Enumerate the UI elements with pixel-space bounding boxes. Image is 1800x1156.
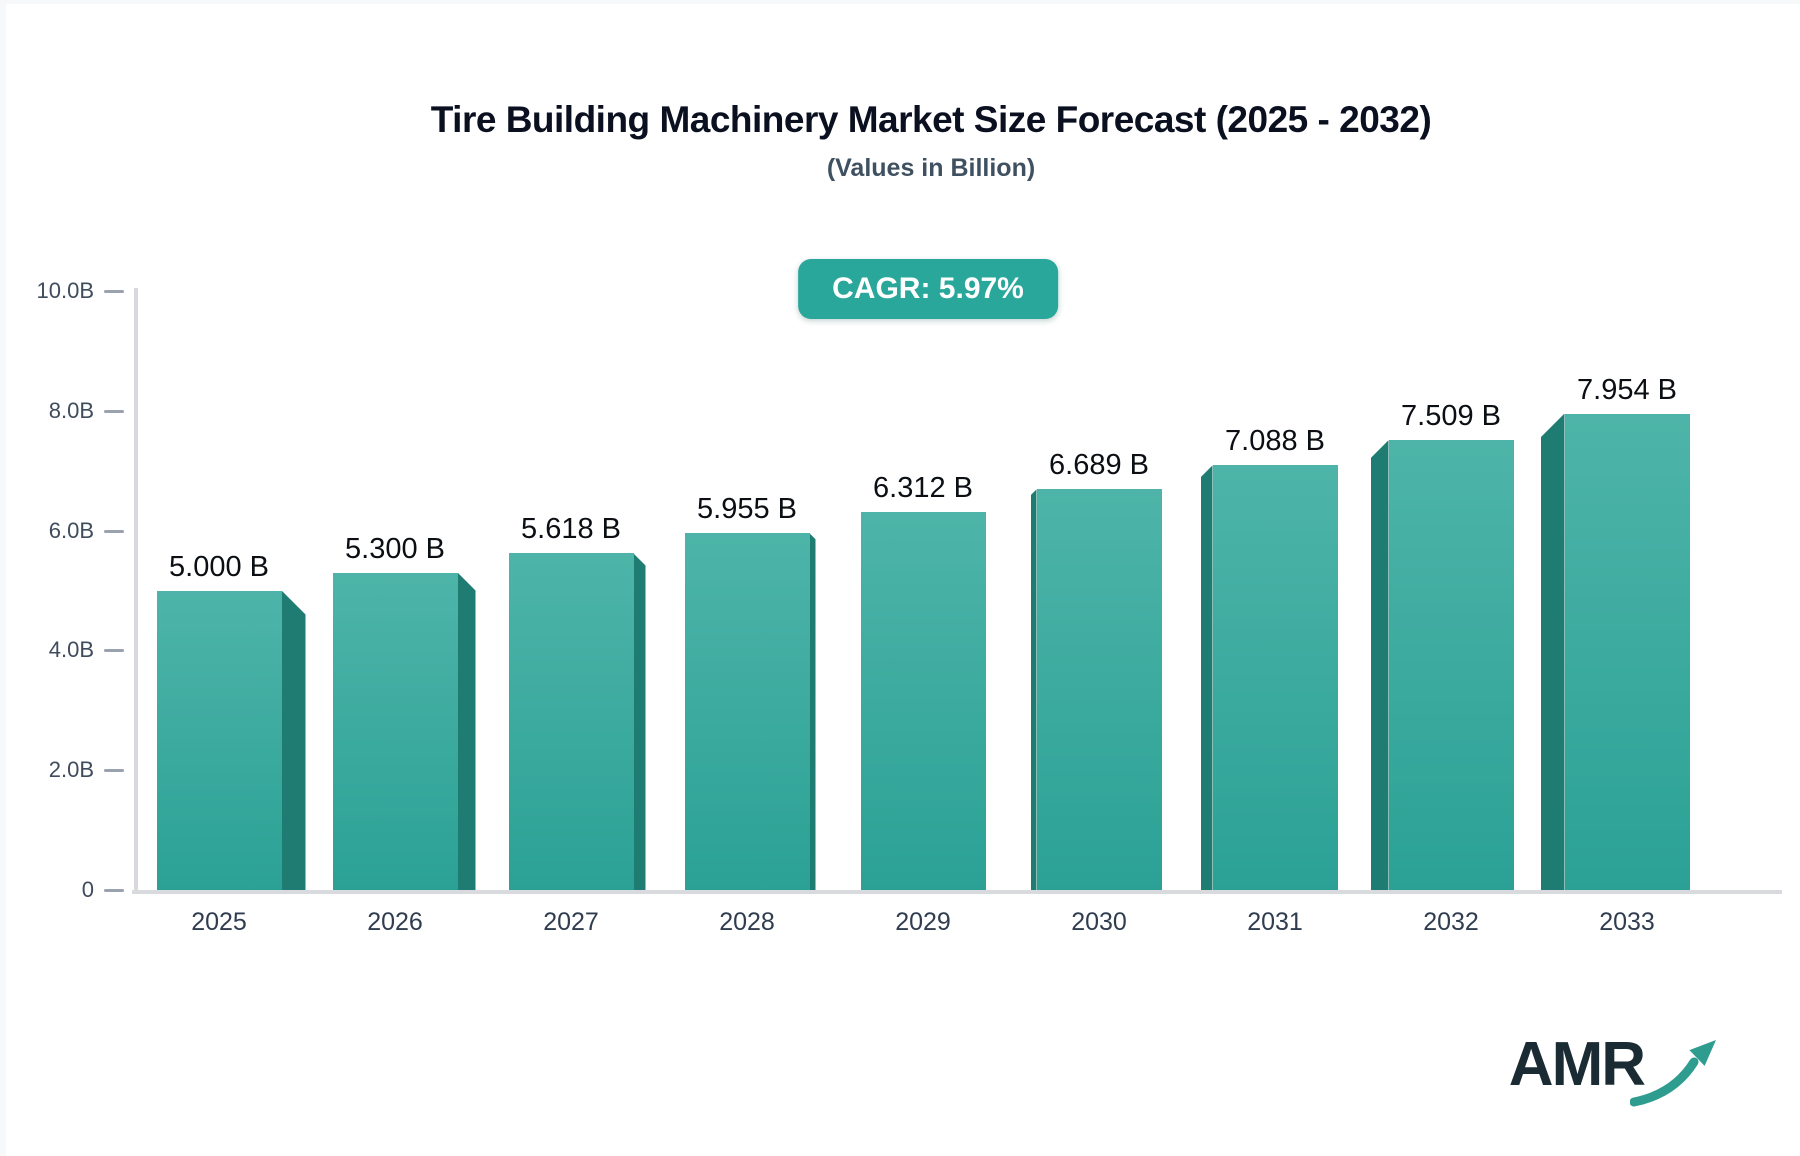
y-axis-tick-label: 4.0B xyxy=(48,637,94,663)
bar-2032 xyxy=(1388,440,1514,890)
y-axis-tick-label: 0 xyxy=(81,877,94,902)
bar-2026 xyxy=(332,572,458,890)
bar-value-label: 7.088 B xyxy=(1225,425,1325,458)
y-axis-tick-mark xyxy=(104,889,124,892)
x-axis-label-2031: 2031 xyxy=(1247,908,1303,936)
bar-2027 xyxy=(508,553,634,890)
chart-card: Tire Building Machinery Market Size Fore… xyxy=(6,4,1800,1156)
x-axis-label-2033: 2033 xyxy=(1599,908,1655,936)
bar-side-3d xyxy=(281,590,306,890)
bar-value-label: 7.954 B xyxy=(1577,373,1677,406)
y-axis-tick-mark xyxy=(104,290,124,293)
x-axis-label-2028: 2028 xyxy=(719,908,775,936)
y-axis-tick-mark xyxy=(104,769,124,773)
bar-value-label: 5.300 B xyxy=(345,532,445,565)
x-axis-label-2027: 2027 xyxy=(543,908,599,936)
bar-value-label: 5.955 B xyxy=(697,493,797,526)
y-axis-tick-label: 6.0B xyxy=(48,517,94,543)
bar-side-3d xyxy=(1200,465,1213,890)
y-axis-tick-label: 8.0B xyxy=(48,397,94,423)
bar-side-3d xyxy=(1370,440,1389,890)
amr-logo: AMR xyxy=(1509,1034,1722,1108)
amr-logo-text: AMR xyxy=(1508,1030,1646,1099)
y-axis-tick-label: 2.0B xyxy=(48,757,94,783)
bar-value-label: 6.689 B xyxy=(1049,449,1149,482)
bar-value-label: 5.618 B xyxy=(521,513,621,546)
x-axis-baseline xyxy=(132,890,1782,894)
bar-2025 xyxy=(156,590,282,890)
x-axis-label-2025: 2025 xyxy=(191,908,247,936)
bar-2028 xyxy=(684,533,810,890)
x-axis-label-2032: 2032 xyxy=(1423,908,1479,936)
y-axis-tick-label: 10.0B xyxy=(36,278,95,303)
x-axis-label-2026: 2026 xyxy=(367,908,423,936)
bar-side-3d xyxy=(1030,489,1037,890)
chart-subtitle: (Values in Billion) xyxy=(826,154,1036,182)
x-axis-label-2030: 2030 xyxy=(1071,908,1127,936)
cagr-badge: CAGR: 5.97% xyxy=(798,259,1058,319)
bar-side-3d xyxy=(633,553,646,890)
bar-side-3d xyxy=(457,572,476,890)
bar-side-3d xyxy=(809,533,816,890)
bar-value-label: 6.312 B xyxy=(873,471,973,504)
y-axis-tick-mark xyxy=(104,409,124,413)
y-axis-line xyxy=(134,288,138,892)
bar-2031 xyxy=(1212,465,1338,890)
x-axis-label-2029: 2029 xyxy=(895,908,951,936)
bar-side-3d xyxy=(1540,413,1565,890)
bar-2030 xyxy=(1036,489,1162,890)
bar-2029 xyxy=(860,511,986,890)
growth-arrow-icon xyxy=(1630,1040,1716,1107)
bar-value-label: 5.000 B xyxy=(169,550,269,583)
bar-2033 xyxy=(1564,413,1690,890)
y-axis-tick-mark xyxy=(104,649,124,653)
chart-title: Tire Building Machinery Market Size Fore… xyxy=(430,99,1432,140)
y-axis-tick-mark xyxy=(104,529,124,533)
bar-value-label: 7.509 B xyxy=(1401,400,1501,433)
